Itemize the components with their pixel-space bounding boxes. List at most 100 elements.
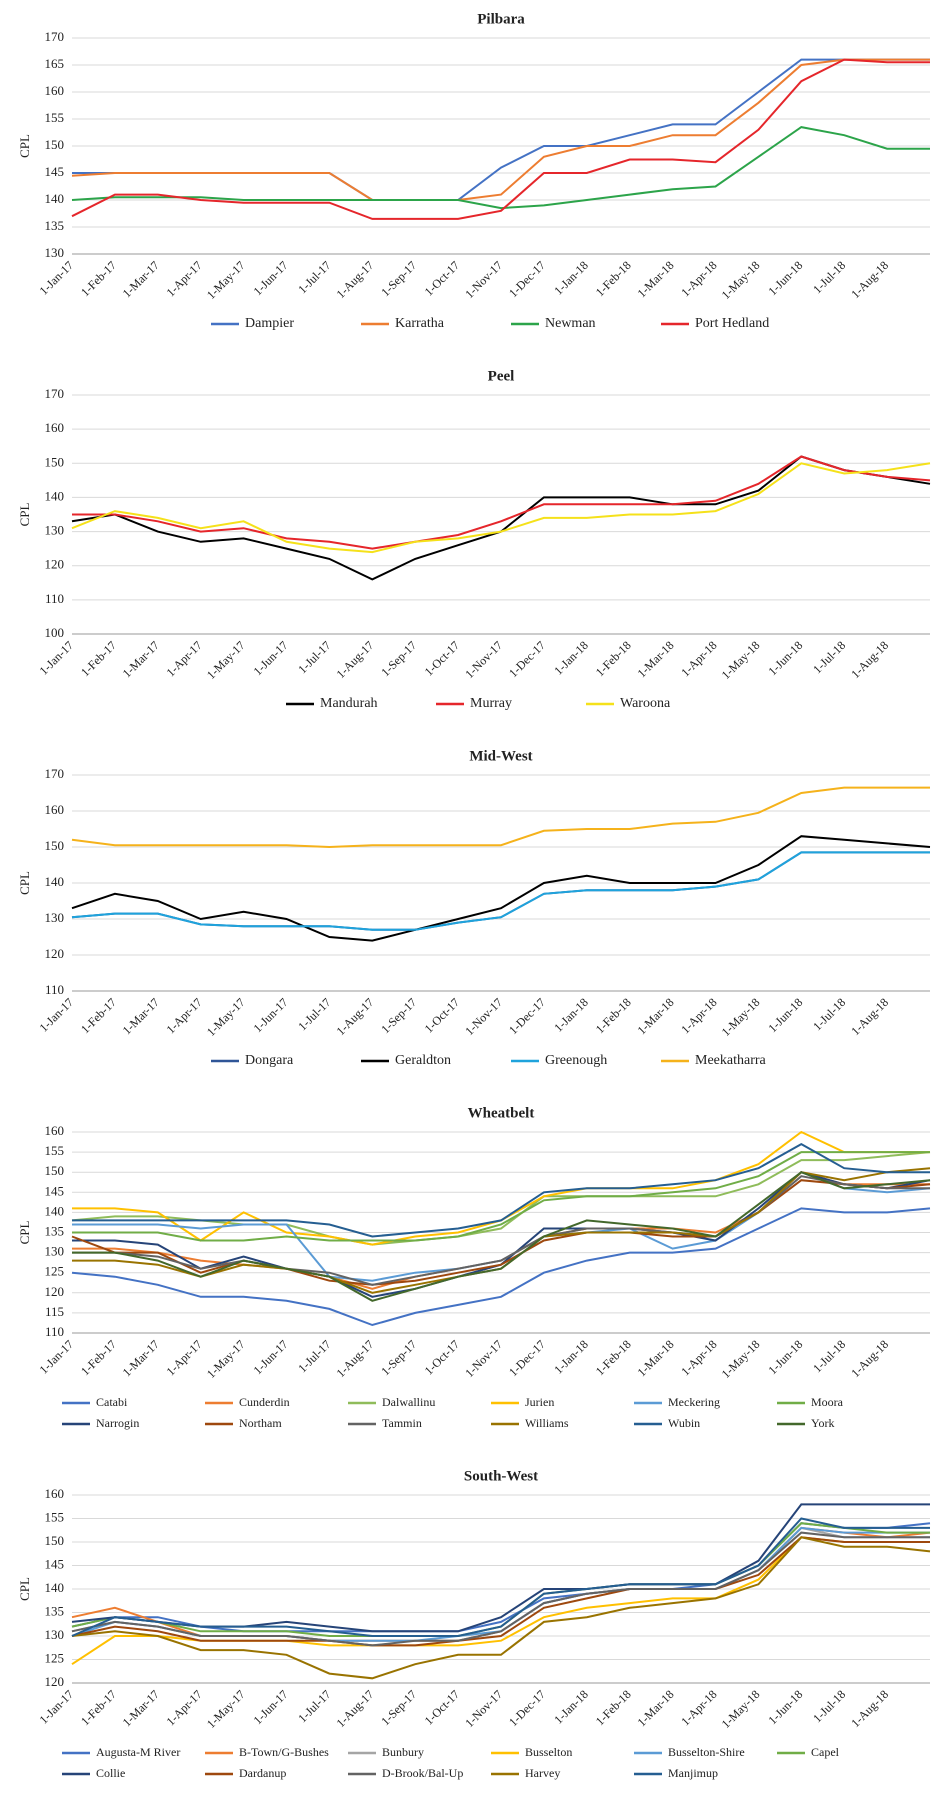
x-tick-label: 1-Mar-18 — [634, 638, 676, 680]
x-tick-label: 1-Jul-17 — [295, 1337, 333, 1375]
legend-label: Jurien — [525, 1395, 554, 1409]
y-axis-label: CPL — [17, 871, 32, 895]
x-tick-label: 1-May-17 — [204, 258, 248, 302]
x-tick-label: 1-Feb-17 — [78, 1687, 119, 1728]
x-tick-label: 1-Jan-18 — [551, 1337, 591, 1377]
legend-label: Newman — [545, 316, 596, 331]
x-tick-label: 1-Jan-17 — [36, 638, 76, 678]
y-tick-label: 140 — [45, 874, 65, 889]
x-tick-label: 1-Jul-18 — [810, 258, 848, 296]
legend-label: Moora — [811, 1395, 844, 1409]
legend-label: Harvey — [525, 1766, 560, 1780]
x-tick-label: 1-Sep-17 — [378, 995, 419, 1036]
legend-label: Geraldton — [395, 1053, 451, 1068]
y-tick-label: 120 — [45, 946, 65, 961]
legend-label: Dongara — [245, 1053, 294, 1068]
chart: Pilbara CPL 130 135 140 145 150 155 160 165 170 1-J… — [17, 11, 930, 331]
x-tick-label: 1-Dec-17 — [506, 638, 548, 680]
series-line — [72, 1167, 931, 1294]
y-tick-label: 155 — [45, 1509, 65, 1524]
legend-label: Dampier — [245, 316, 294, 331]
x-tick-label: 1-May-18 — [719, 1687, 763, 1731]
x-tick-label: 1-Apr-18 — [678, 638, 719, 679]
series-line — [71, 455, 931, 581]
series-line — [71, 1531, 930, 1647]
chart-title: Mid-West — [469, 748, 532, 764]
series-line — [71, 58, 930, 220]
x-tick-label: 1-May-18 — [719, 638, 763, 682]
y-tick-label: 160 — [45, 802, 65, 817]
x-tick-label: 1-Aug-17 — [333, 995, 376, 1038]
y-tick-label: 115 — [45, 1304, 64, 1319]
legend-label: Greenough — [545, 1053, 607, 1068]
y-tick-label: 150 — [45, 1163, 65, 1178]
x-tick-label: 1-Feb-17 — [78, 258, 119, 299]
y-tick-label: 135 — [45, 1603, 65, 1618]
series-line — [71, 1536, 930, 1647]
x-tick-label: 1-Mar-17 — [120, 1337, 162, 1379]
x-tick-label: 1-Oct-17 — [422, 638, 463, 679]
y-tick-label: 120 — [45, 1284, 65, 1299]
x-tick-label: 1-Jan-18 — [551, 638, 591, 678]
x-tick-label: 1-Jan-18 — [551, 995, 591, 1035]
legend-label: Dalwallinu — [382, 1395, 435, 1409]
x-tick-label: 1-Apr-18 — [678, 1687, 719, 1728]
y-tick-label: 110 — [45, 591, 64, 606]
y-axis-label: CPL — [17, 1221, 32, 1245]
x-tick-label: 1-May-17 — [204, 1687, 248, 1731]
y-tick-label: 140 — [45, 1203, 65, 1218]
x-tick-label: 1-Apr-17 — [163, 1337, 204, 1378]
legend-label: Cunderdin — [239, 1395, 290, 1409]
x-tick-label: 1-Feb-18 — [593, 638, 634, 679]
x-tick-label: 1-Aug-17 — [333, 638, 376, 681]
series-line — [71, 462, 931, 554]
x-tick-label: 1-Jun-18 — [765, 1337, 805, 1377]
x-tick-label: 1-Apr-17 — [163, 638, 204, 679]
x-tick-label: 1-Jan-17 — [36, 1337, 76, 1377]
x-tick-label: 1-Sep-17 — [378, 1337, 419, 1378]
x-tick-label: 1-Mar-17 — [120, 638, 162, 680]
y-tick-label: 160 — [45, 1486, 65, 1501]
x-tick-label: 1-Aug-18 — [848, 1337, 891, 1380]
x-tick-label: 1-Mar-18 — [634, 995, 676, 1037]
x-tick-label: 1-Aug-17 — [333, 1337, 376, 1380]
x-tick-label: 1-Mar-18 — [634, 1687, 676, 1729]
legend-label: York — [811, 1416, 834, 1430]
x-tick-label: 1-Jun-17 — [250, 258, 290, 298]
x-tick-label: 1-Apr-18 — [678, 258, 719, 299]
y-tick-label: 150 — [45, 137, 65, 152]
x-tick-label: 1-Mar-18 — [634, 1337, 676, 1379]
x-tick-label: 1-Aug-17 — [333, 258, 376, 301]
x-tick-label: 1-Nov-17 — [462, 258, 505, 301]
y-tick-label: 145 — [45, 1183, 65, 1198]
x-tick-label: 1-Jun-18 — [765, 995, 805, 1035]
y-tick-label: 125 — [45, 1264, 65, 1279]
series-line — [71, 1517, 930, 1637]
x-tick-label: 1-Feb-18 — [593, 1687, 634, 1728]
series-line — [71, 1536, 931, 1680]
legend-label: Capel — [811, 1745, 840, 1759]
legend-label: Manjimup — [668, 1766, 718, 1780]
x-tick-label: 1-Jun-17 — [250, 995, 290, 1035]
x-tick-label: 1-Apr-18 — [678, 1337, 719, 1378]
series-line — [71, 58, 930, 201]
y-tick-label: 140 — [45, 488, 65, 503]
y-tick-label: 170 — [45, 29, 65, 44]
y-tick-label: 140 — [45, 1580, 65, 1595]
y-tick-label: 130 — [45, 245, 65, 260]
legend-label: Collie — [96, 1766, 125, 1780]
legend-label: Waroona — [620, 696, 671, 711]
x-tick-label: 1-Jan-17 — [36, 1687, 76, 1727]
y-axis-label: CPL — [17, 503, 32, 527]
y-tick-label: 120 — [45, 1674, 65, 1689]
x-tick-label: 1-Sep-17 — [378, 258, 419, 299]
x-tick-label: 1-Apr-17 — [163, 1687, 204, 1728]
chart-title: Peel — [488, 368, 515, 384]
x-tick-label: 1-Dec-17 — [506, 1337, 548, 1379]
x-tick-label: 1-Feb-18 — [593, 995, 634, 1036]
y-tick-label: 110 — [45, 982, 64, 997]
y-tick-label: 160 — [45, 1123, 65, 1138]
x-tick-label: 1-May-18 — [719, 258, 763, 302]
